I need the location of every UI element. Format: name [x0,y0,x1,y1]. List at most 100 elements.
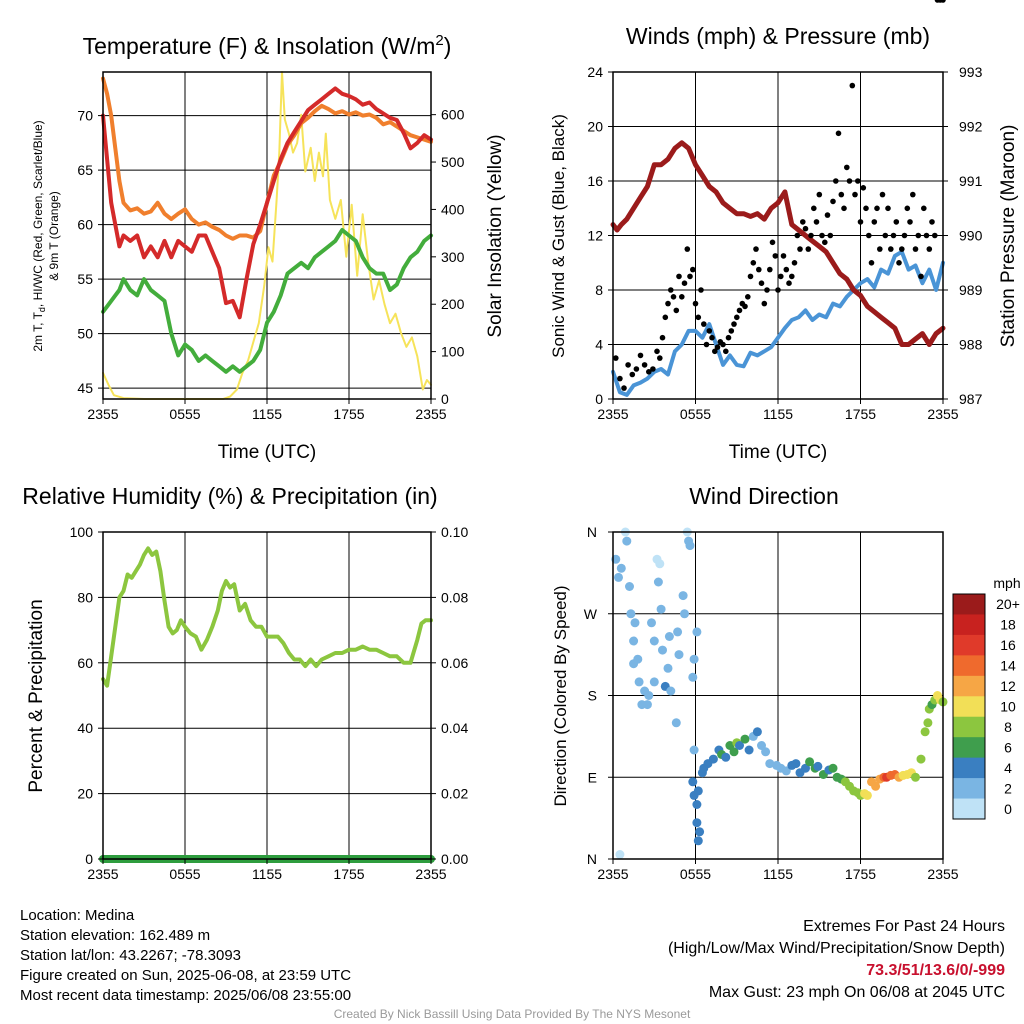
rh-title: Relative Humidity (%) & Precipitation (i… [22,483,437,509]
winds-gust-point [866,232,872,239]
winds-gust-point [921,205,927,212]
winds-ytick-label: 24 [587,64,603,80]
wdir-direction-point [644,691,654,700]
temp-ytick-label: 60 [77,217,93,233]
winds-gust-point [659,334,666,341]
wdir-direction-point [828,763,838,773]
wdir-colorbar-title: mph [993,575,1020,591]
winds-gust-point [646,369,652,375]
winds-gust-point [698,287,704,293]
wdir-direction-point [656,604,666,614]
winds-gust-point [706,328,713,334]
temp-ylabel-right: Solar Insolation (Yellow) [485,134,506,337]
winds-gust-point [822,239,828,246]
winds-gust-point [923,232,930,239]
wdir-colorbar-label: 10 [1000,699,1016,715]
winds-gust-point [835,130,842,137]
temp-ytick-label: 55 [77,271,93,287]
winds-gust-point [871,219,878,225]
winds-gust-point [824,212,831,218]
rh-xtick-label: 0555 [169,866,200,882]
rh-ytick-label: 80 [77,589,93,605]
winds-gust-point [877,246,883,252]
rh-ytick-label: 100 [70,524,94,540]
winds-ytick-right-label: 993 [959,64,983,80]
winds-gust-point [775,287,781,293]
wdir-direction-point [695,827,705,837]
winds-gust-point [725,334,732,341]
wdir-colorbar-swatch [953,696,985,718]
winds-gust-point [684,246,691,252]
winds-gust-point [926,246,933,252]
wdir-direction-point [666,686,676,696]
wdir-direction-point [629,636,639,646]
winds-gust-point [890,232,897,239]
winds-gust-point [805,246,812,252]
winds-gust-point [723,348,729,355]
winds-gust-point [830,198,836,205]
winds-gust-point [761,300,768,307]
wdir-colorbar-label: 2 [1004,780,1012,796]
station-info: Location: Medina Station elevation: 162.… [20,906,351,1006]
winds-gust-point [874,205,880,212]
winds-gust-point [794,232,801,239]
winds-xtick-label: 1755 [845,406,876,422]
winds-gust-point [797,246,803,252]
wdir-direction-point [688,777,698,787]
station-location: Location: Medina [20,907,135,924]
wdir-colorbar-label: 8 [1004,719,1012,735]
wdir-direction-point [765,759,775,769]
wdir-colorbar-swatch [953,675,985,697]
winds-ytick-right-label: 989 [959,282,983,298]
credit-line: Created By Nick Bassill Using Data Provi… [333,1007,691,1021]
wdir-direction-point [615,850,625,859]
winds-gust-point [841,205,847,212]
temp-ytick-right-label: 400 [441,201,465,217]
wdir-title: Wind Direction [689,483,839,509]
wdir-xtick-label: 2355 [927,866,958,882]
rh-ytick-right-label: 0.06 [441,655,468,671]
winds-gust-point [901,232,908,239]
winds-gust-point [668,287,674,293]
winds-gust-point [701,321,707,327]
winds-series-blue [611,249,945,397]
winds-gust-point [625,362,631,368]
temp-ytick-right-label: 500 [441,154,465,170]
winds-gust-point [758,280,765,287]
extremes-title: Extremes For Past 24 Hours [803,918,1005,935]
winds-gust-point [786,280,792,287]
winds-gust-point [910,191,916,198]
winds-gust-point [734,314,740,321]
wdir-direction-point [911,772,920,782]
wdir-direction-point [649,636,659,646]
winds-gust-point [838,191,845,198]
wdir-direction-point [671,718,681,728]
wdir-direction-point [781,766,791,776]
winds-gust-point [791,260,798,266]
wdir-direction-point [674,650,684,660]
temp-xtick-label: 2355 [87,406,118,422]
winds-xtick-label: 0555 [680,406,711,422]
wdir-colorbar-frame [952,593,986,820]
wdir-direction-point [625,582,634,591]
winds-gust-point [731,321,737,327]
wdir-ytick-label: N [587,524,597,540]
temp-ytick-right-label: 600 [441,107,465,123]
winds-ylabel-right: Station Pressure (Maroon) [998,125,1019,348]
winds-gust-point [742,303,748,310]
wdir-direction-point [658,645,667,655]
wdir-colorbar-swatch [953,594,985,615]
rh-xtick-label: 2355 [87,866,118,882]
wdir-direction-point [664,632,674,641]
winds-gust-point [833,178,839,184]
winds-gust-point [907,219,913,225]
winds-gust-point [896,260,902,266]
winds-gust-point [657,355,663,361]
wdir-direction-point [689,745,699,755]
wdir-direction-point [634,677,644,687]
winds-gust-point [802,225,809,232]
winds-gust-point [811,205,817,212]
wdir-direction-point [647,618,656,628]
wdir-direction-point [801,763,810,773]
winds-gust-point [852,191,858,198]
